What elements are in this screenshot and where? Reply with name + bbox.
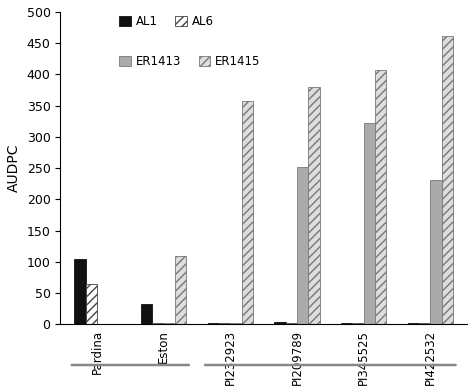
Legend: ER1413, ER1415: ER1413, ER1415	[119, 55, 261, 68]
Bar	[308, 87, 319, 324]
Bar	[419, 323, 430, 324]
Bar	[152, 323, 164, 324]
Bar	[341, 323, 352, 324]
Bar	[242, 101, 253, 324]
Bar	[86, 284, 97, 324]
Bar	[430, 180, 442, 324]
Bar	[364, 123, 375, 324]
Bar	[141, 304, 152, 324]
Bar	[352, 323, 364, 324]
Bar	[219, 323, 230, 324]
Bar	[74, 259, 86, 324]
Y-axis label: AUDPC: AUDPC	[7, 144, 21, 192]
Bar	[208, 323, 219, 324]
Bar	[286, 323, 297, 324]
Bar	[274, 322, 286, 324]
Bar	[297, 167, 308, 324]
Bar	[408, 323, 419, 324]
Bar	[175, 256, 186, 324]
Bar	[164, 323, 175, 324]
Bar	[375, 70, 386, 324]
Bar	[442, 36, 453, 324]
Bar	[230, 323, 242, 324]
